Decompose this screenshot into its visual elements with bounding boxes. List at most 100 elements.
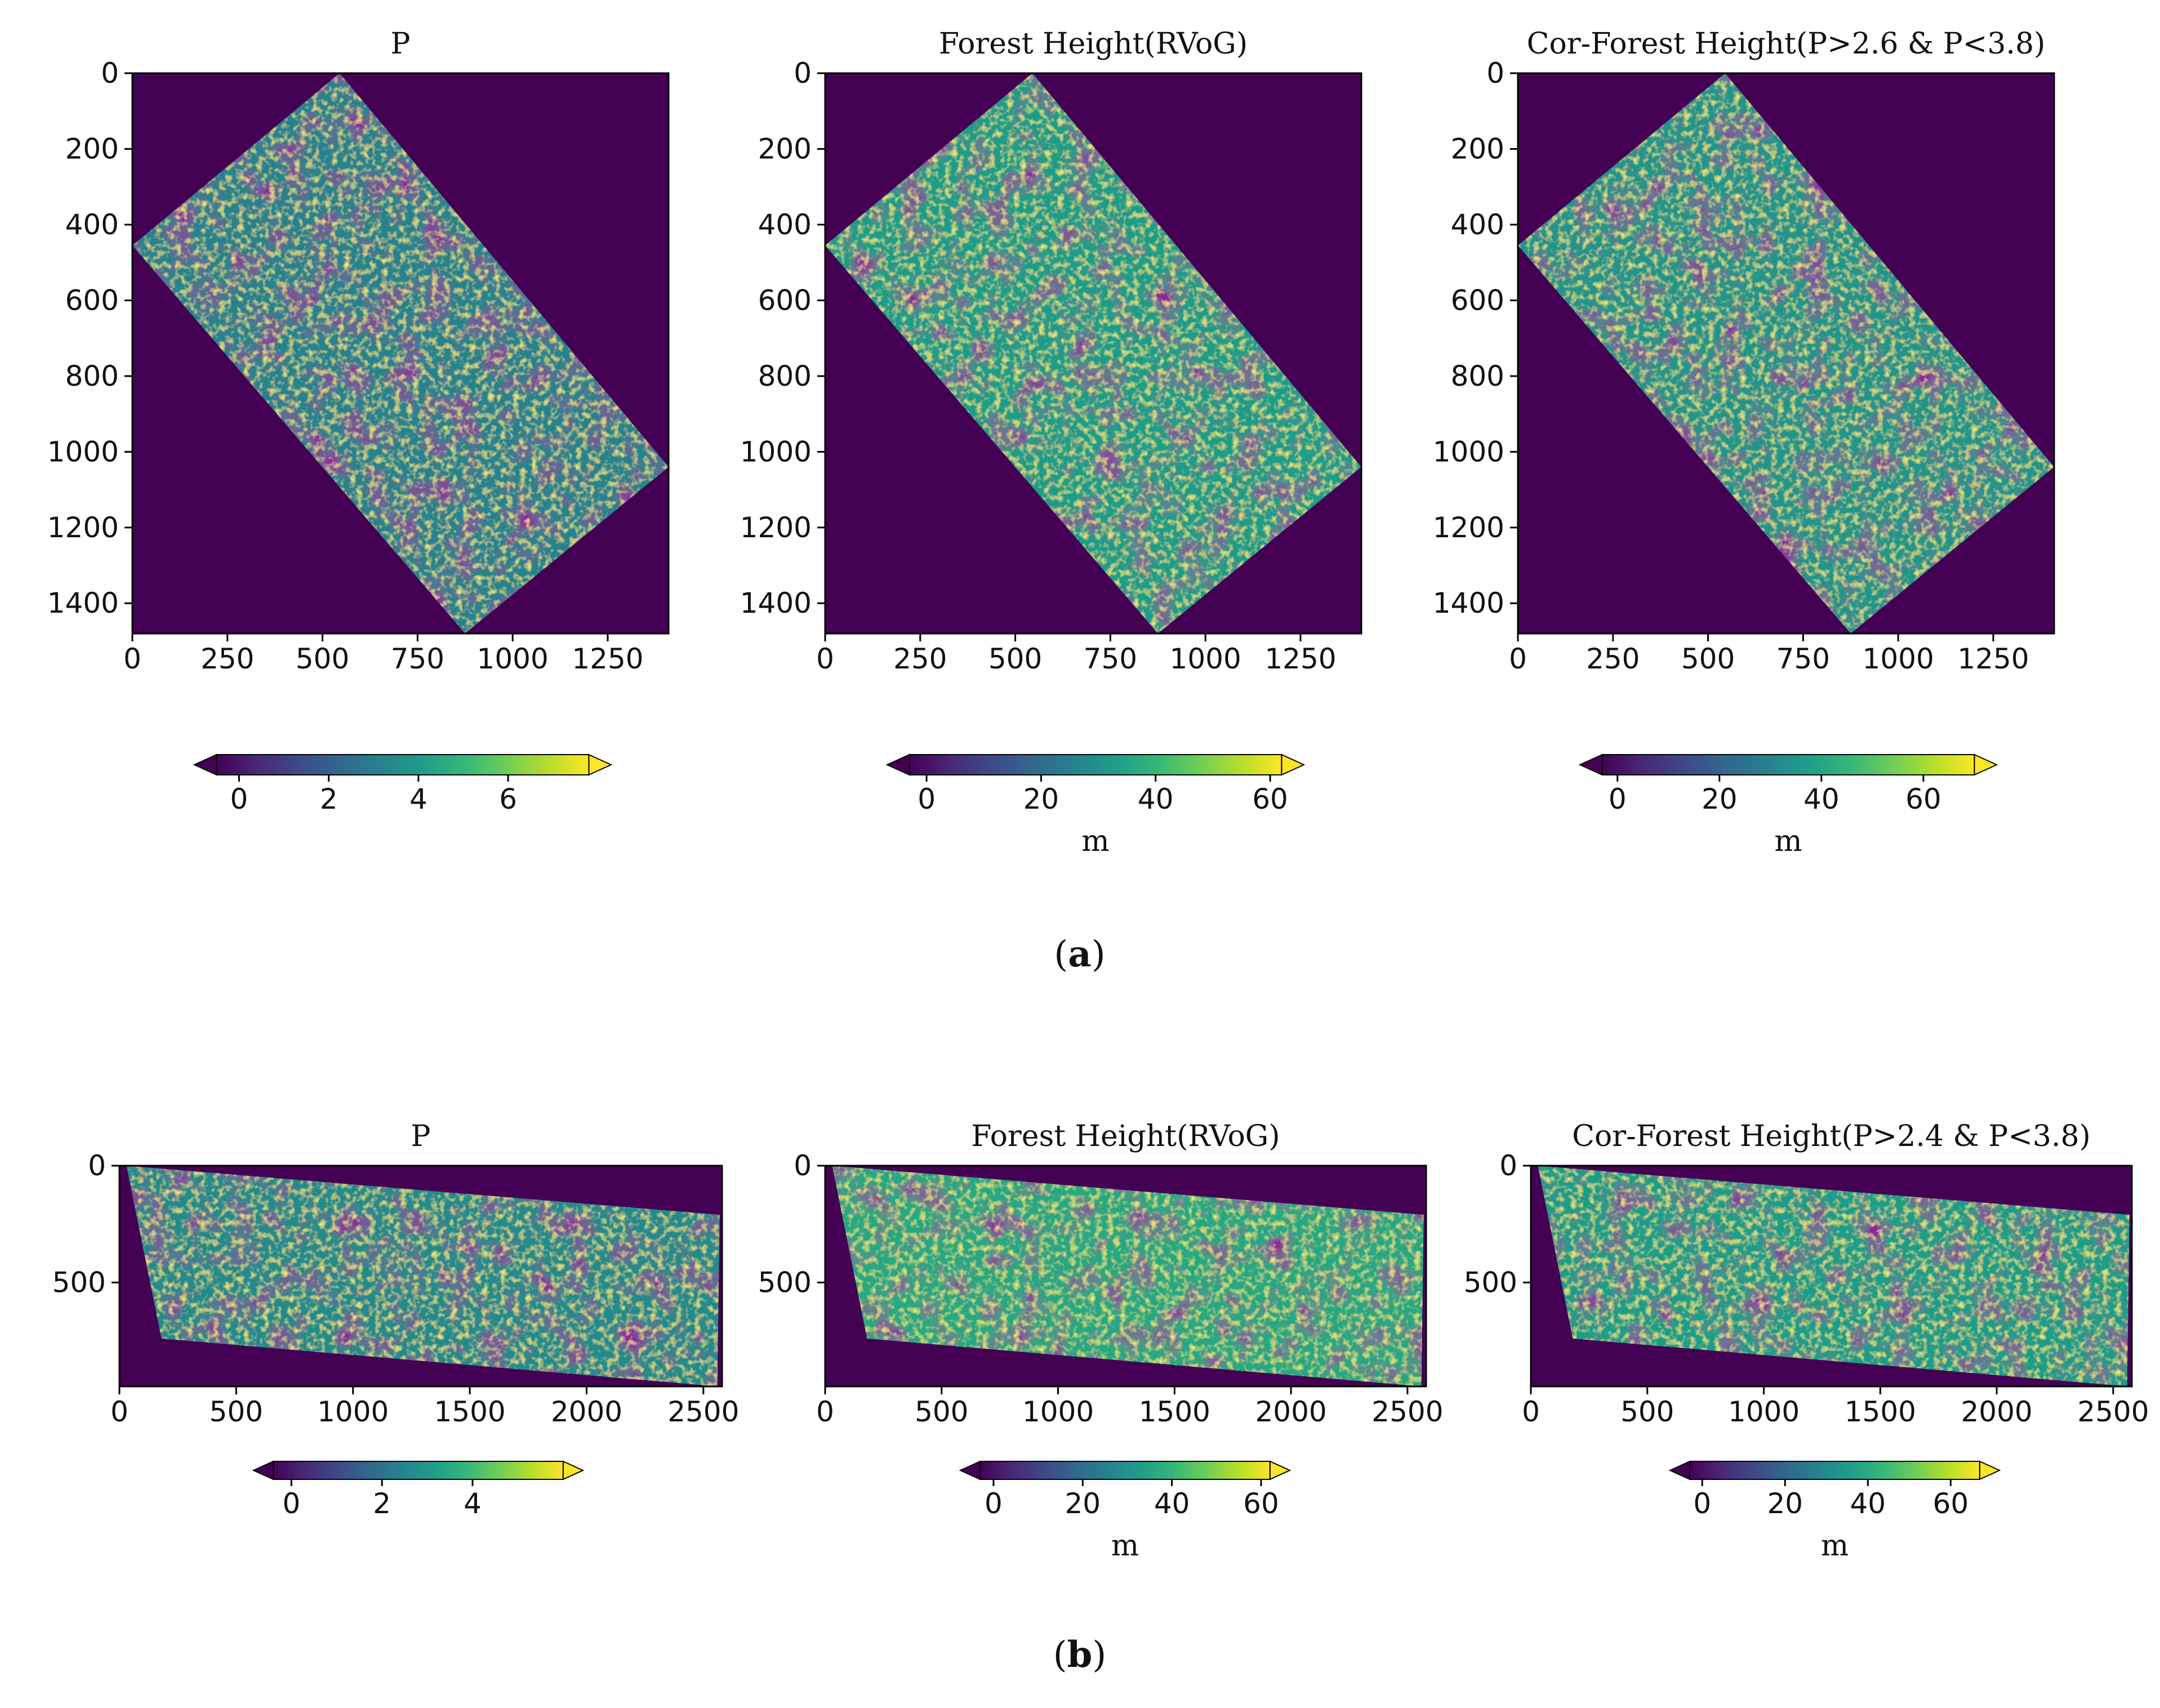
y-tick-label: 1400	[740, 587, 812, 619]
data-field	[825, 73, 1361, 634]
colorbar-gradient	[908, 754, 1282, 775]
data-footprint	[1538, 1166, 2130, 1386]
colorbar-gradient	[273, 1461, 564, 1480]
x-tick-label: 500	[296, 643, 349, 675]
x-tick-label: 500	[915, 1395, 968, 1428]
y-tick-label: 0	[1486, 57, 1504, 90]
colorbar-tick-label: 60	[1905, 783, 1941, 815]
x-tick-label: 250	[1586, 643, 1640, 675]
x-tick-label: 500	[988, 643, 1042, 675]
colorbar-label: m	[1081, 824, 1109, 858]
x-tick-label: 1500	[434, 1395, 505, 1428]
caption-b: (b)	[1053, 1634, 1107, 1676]
panel-a-3: Cor-Forest Height(P>2.6 & P<3.8) 0 250 500 7…	[1433, 27, 2055, 858]
x-tick-label: 1000	[1728, 1395, 1800, 1428]
x-tick-label: 0	[110, 1395, 128, 1428]
colorbar: 0 20 40 60 m	[1668, 1460, 2001, 1563]
colorbar-extend-max	[588, 753, 613, 776]
colorbar-tick-label: 40	[1850, 1487, 1886, 1520]
data-field	[126, 1166, 720, 1386]
y-tick-label: 200	[65, 132, 119, 165]
y-tick-label: 800	[1451, 360, 1504, 393]
x-tick-label: 1000	[477, 643, 549, 675]
panel-title: Cor-Forest Height(P>2.4 & P<3.8)	[1572, 1120, 2091, 1153]
panel-title: Forest Height(RVoG)	[939, 27, 1248, 61]
x-tick-label: 750	[391, 643, 444, 675]
y-tick-label: 400	[758, 208, 812, 241]
axes-frame	[824, 72, 1362, 635]
colorbar-extend-min	[193, 753, 217, 776]
x-tick-label: 2500	[1371, 1395, 1443, 1428]
data-field	[832, 1166, 1424, 1386]
data-footprint	[1518, 73, 2054, 634]
panel-b-3: Cor-Forest Height(P>2.4 & P<3.8) 0 500 1000…	[1464, 1120, 2149, 1563]
x-tick-label: 1250	[1957, 643, 2029, 675]
axes-frame	[824, 1165, 1427, 1388]
y-tick-label: 0	[794, 57, 812, 90]
x-tick-label: 750	[1084, 643, 1137, 675]
panel-title: P	[411, 1120, 431, 1153]
x-tick-label: 2500	[2077, 1395, 2149, 1428]
y-tick-label: 500	[52, 1266, 106, 1299]
colorbar-tick-label: 0	[1609, 783, 1627, 815]
x-tick-label: 250	[201, 643, 254, 675]
colorbar-extend-max	[1979, 1460, 2001, 1480]
colorbar-tick-label: 40	[1154, 1487, 1190, 1520]
axes-frame	[131, 72, 670, 635]
colorbar-tick-label: 6	[499, 783, 517, 815]
colorbar-label: m	[1774, 824, 1802, 858]
colorbar: 0 20 40 60 m	[959, 1460, 1291, 1563]
x-tick-label: 1000	[1170, 643, 1241, 675]
y-tick-label: 1000	[47, 435, 119, 468]
y-tick-label: 0	[101, 57, 119, 90]
y-tick-label: 400	[1451, 208, 1504, 241]
colorbar-tick-label: 2	[320, 783, 338, 815]
colorbar: 0 2 4	[252, 1460, 585, 1520]
colorbar-tick-label: 4	[409, 783, 427, 815]
panel-title: Forest Height(RVoG)	[971, 1120, 1280, 1153]
x-tick-label: 1250	[1264, 643, 1336, 675]
colorbar-tick-label: 20	[1767, 1487, 1803, 1520]
colorbar-extend-max	[1269, 1460, 1291, 1480]
x-tick-label: 1000	[317, 1395, 389, 1428]
x-tick-label: 0	[1509, 643, 1527, 675]
x-tick-label: 2500	[667, 1395, 739, 1428]
caption-a: (a)	[1054, 933, 1105, 975]
y-tick-label: 800	[758, 360, 812, 393]
x-tick-label: 1500	[1139, 1395, 1210, 1428]
colorbar-tick-label: 0	[1693, 1487, 1711, 1520]
colorbar-label: m	[1111, 1529, 1139, 1563]
y-tick-label: 0	[1499, 1149, 1517, 1182]
y-tick-label: 500	[1464, 1266, 1517, 1299]
data-footprint	[832, 1166, 1424, 1386]
x-tick-label: 2000	[1255, 1395, 1327, 1428]
colorbar-tick-label: 0	[230, 783, 248, 815]
colorbar-tick-label: 40	[1138, 783, 1174, 815]
y-tick-label: 1200	[740, 511, 812, 544]
axes-frame	[1517, 72, 2055, 635]
y-tick-label: 200	[1451, 132, 1504, 165]
colorbar-extend-max	[562, 1460, 585, 1480]
data-footprint	[126, 1166, 720, 1386]
x-tick-label: 2000	[551, 1395, 622, 1428]
colorbar-gradient	[979, 1461, 1271, 1480]
panel-b-1: P 0 500 1000 1500 2000 2500 0 500 0 2 4	[52, 1120, 740, 1520]
x-tick-label: 500	[1620, 1395, 1674, 1428]
colorbar-extend-max	[1974, 753, 1998, 776]
panel-a-2: Forest Height(RVoG) 0 250 500 750 1000 1250 0 20…	[740, 27, 1362, 858]
colorbar: 0 20 40 60 m	[885, 753, 1306, 858]
y-tick-label: 1400	[47, 587, 119, 619]
x-tick-label: 1250	[572, 643, 643, 675]
x-tick-label: 0	[123, 643, 141, 675]
x-tick-label: 0	[816, 643, 834, 675]
x-tick-label: 0	[1522, 1395, 1540, 1428]
y-tick-label: 1200	[1433, 511, 1504, 544]
colorbar-tick-label: 60	[1933, 1487, 1969, 1520]
colorbar-tick-label: 20	[1023, 783, 1059, 815]
colorbar: 0 20 40 60 m	[1578, 753, 1998, 858]
data-field	[1538, 1166, 2130, 1386]
colorbar-gradient	[1601, 754, 1975, 775]
colorbar-tick-label: 0	[282, 1487, 300, 1520]
y-tick-label: 600	[758, 284, 812, 316]
colorbar-label: m	[1821, 1529, 1849, 1563]
